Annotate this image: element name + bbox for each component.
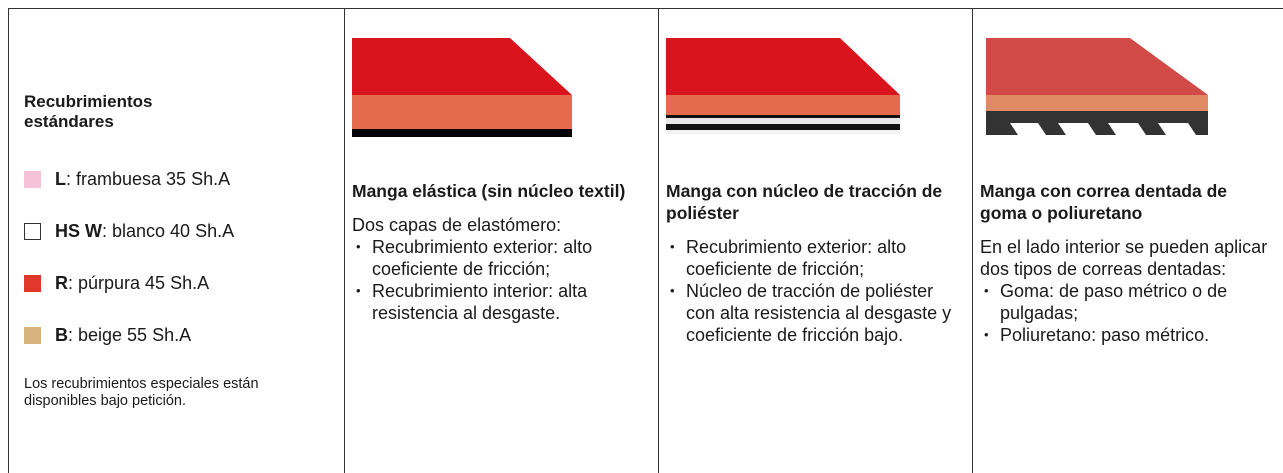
coating-item: L: frambuesa 35 Sh.A	[24, 168, 324, 190]
column-intro: En el lado interior se pueden aplicar do…	[980, 237, 1268, 279]
sleeve-illustration	[352, 38, 572, 137]
column-title: Manga con correa dentada de goma o poliu…	[980, 181, 1228, 223]
coating-description: : púrpura 45 Sh.A	[68, 272, 210, 293]
coating-description: : frambuesa 35 Sh.A	[66, 168, 231, 189]
bullet-list: Recubrimiento exterior: alto coeficiente…	[666, 236, 966, 346]
divider	[344, 8, 345, 473]
color-swatch	[24, 222, 41, 240]
column: Manga con núcleo de tracción de poliéste…	[658, 8, 972, 473]
coating-description: : beige 55 Sh.A	[68, 324, 192, 345]
color-swatch	[24, 326, 41, 344]
bullet-list: Recubrimiento exterior: alto coeficiente…	[352, 236, 652, 324]
coating-code: R	[55, 272, 68, 293]
column-title: Manga elástica (sin núcleo textil)	[352, 181, 626, 201]
coating-item: HS W: blanco 40 Sh.A	[24, 220, 324, 242]
coating-item: R: púrpura 45 Sh.A	[24, 272, 324, 294]
bullet: Poliuretano: paso métrico.	[984, 324, 1277, 346]
column-text: Manga elástica (sin núcleo textil) Dos ca…	[352, 180, 652, 324]
column-text: Manga con núcleo de tracción de poliéste…	[666, 180, 966, 346]
coating-code: L	[55, 168, 66, 189]
frame	[8, 8, 1283, 473]
color-swatch	[24, 170, 41, 188]
sleeve-illustration	[666, 38, 900, 134]
column: Manga elástica (sin núcleo textil) Dos ca…	[344, 8, 658, 473]
coatings-note: Los recubrimientos especiales están disp…	[24, 376, 259, 409]
color-swatch	[24, 274, 41, 292]
bullet: Núcleo de tracción de poliéster con alta…	[670, 280, 966, 346]
standard-coatings: Recubrimientos estándares L: frambuesa 35…	[24, 92, 324, 410]
bullet: Recubrimiento interior: alta resistencia…	[356, 280, 652, 324]
divider	[972, 8, 973, 473]
bullet: Goma: de paso métrico o de pulgadas;	[984, 280, 1277, 324]
column: Manga con correa dentada de goma o poliu…	[972, 8, 1283, 473]
column-intro: Dos capas de elastómero:	[352, 215, 562, 235]
coating-description: : blanco 40 Sh.A	[102, 220, 235, 241]
column-text: Manga con correa dentada de goma o poliu…	[980, 180, 1277, 346]
coating-item: B: beige 55 Sh.A	[24, 324, 324, 346]
column-title: Manga con núcleo de tracción de poliéste…	[666, 181, 943, 223]
coating-code: B	[55, 324, 68, 345]
sleeve-illustration	[986, 38, 1208, 135]
coatings-title: Recubrimientos estándares	[24, 92, 153, 131]
bullet: Recubrimiento exterior: alto coeficiente…	[670, 236, 966, 280]
bullet-list: Goma: de paso métrico o de pulgadas;Poli…	[980, 280, 1277, 346]
bullet: Recubrimiento exterior: alto coeficiente…	[356, 236, 652, 280]
coating-code: HS W	[55, 220, 102, 241]
divider	[658, 8, 659, 473]
